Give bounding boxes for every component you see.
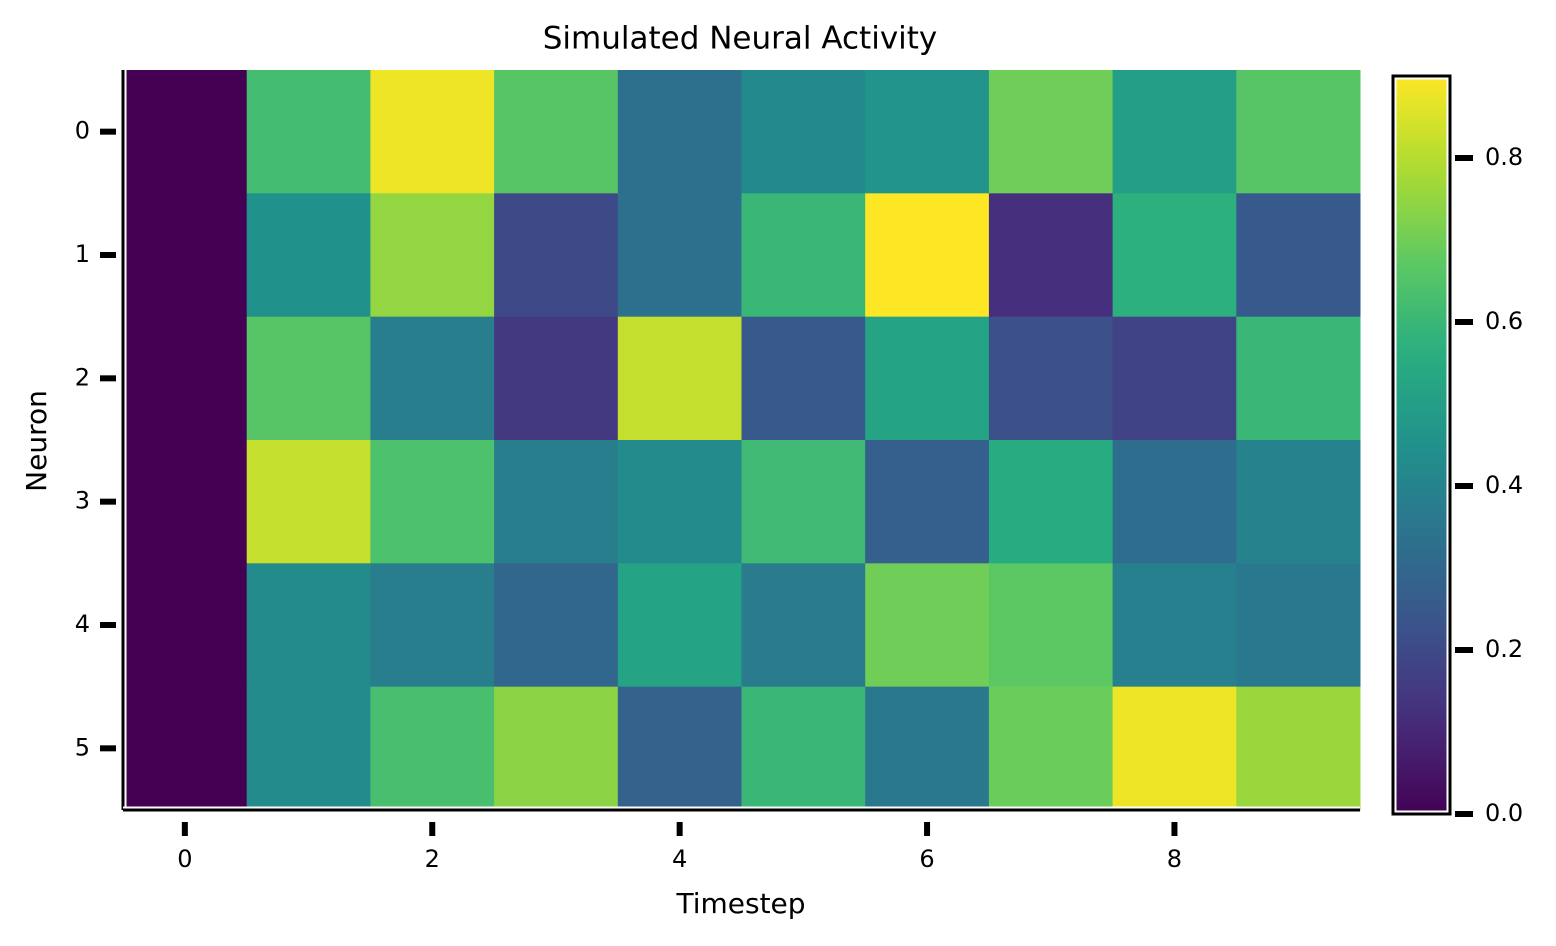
x-tick-label: 4 xyxy=(672,845,687,873)
heatmap-cell xyxy=(246,70,371,194)
heatmap-cell xyxy=(865,70,990,194)
heatmap-cell xyxy=(123,70,248,194)
x-axis-label: Timestep xyxy=(675,887,805,920)
heatmap-cell xyxy=(1236,70,1361,194)
heatmap-cell xyxy=(988,440,1114,564)
heatmap-cell xyxy=(494,686,619,811)
heatmap-cell xyxy=(246,563,371,688)
heatmap-cell xyxy=(246,440,371,564)
heatmap-cell xyxy=(1112,563,1237,688)
heatmap-cell xyxy=(370,686,495,811)
heatmap-cell xyxy=(617,70,742,194)
heatmap-cell xyxy=(1112,316,1237,441)
colorbar-tick-label: 0.6 xyxy=(1485,307,1523,335)
heatmap-cell xyxy=(741,686,866,811)
heatmap-cell xyxy=(1236,686,1361,811)
y-tick-label: 3 xyxy=(75,487,90,515)
x-tick-label: 8 xyxy=(1167,845,1182,873)
heatmap-cell xyxy=(741,316,866,441)
heatmap-cell xyxy=(617,193,742,318)
colorbar-tick-label: 0.0 xyxy=(1485,799,1523,827)
colorbar-tick-label: 0.2 xyxy=(1485,635,1523,663)
heatmap-cell xyxy=(123,563,248,688)
heatmap-cell xyxy=(123,440,248,564)
y-tick-label: 1 xyxy=(75,240,90,268)
heatmap-cell xyxy=(1236,316,1361,441)
heatmap-cell xyxy=(865,686,990,811)
x-tick-label: 0 xyxy=(177,845,192,873)
heatmap-cell xyxy=(617,440,742,564)
heatmap-cell xyxy=(370,563,495,688)
heatmap-cell xyxy=(617,563,742,688)
x-tick-label: 2 xyxy=(425,845,440,873)
y-tick-label: 2 xyxy=(75,363,90,391)
heatmap-cell xyxy=(988,563,1114,688)
heatmap-cell xyxy=(617,316,742,441)
heatmap-cell xyxy=(865,440,990,564)
chart-title: Simulated Neural Activity xyxy=(543,21,938,57)
heatmap-cell xyxy=(741,193,866,318)
y-tick-label: 5 xyxy=(75,733,90,761)
heatmap-cell xyxy=(494,193,619,318)
heatmap-cell xyxy=(1112,193,1237,318)
x-tick-label: 6 xyxy=(919,845,934,873)
heatmap-cell xyxy=(741,563,866,688)
heatmap-cell xyxy=(741,440,866,564)
heatmap-cell xyxy=(1112,686,1237,811)
colorbar-tick-label: 0.4 xyxy=(1485,471,1523,499)
heatmap-cell xyxy=(246,686,371,811)
heatmap-cell xyxy=(494,563,619,688)
heatmap-cell xyxy=(370,70,495,194)
y-axis-label: Neuron xyxy=(20,390,53,492)
heatmap-cell xyxy=(123,686,248,811)
heatmap-cell xyxy=(865,563,990,688)
heatmap-cell xyxy=(988,316,1114,441)
heatmap-cell xyxy=(494,440,619,564)
heatmap-cell xyxy=(988,193,1114,318)
heatmap-cell xyxy=(494,70,619,194)
heatmap-cell xyxy=(1236,440,1361,564)
heatmap-cell xyxy=(988,686,1114,811)
y-tick-label: 0 xyxy=(75,117,90,145)
heatmap-cell xyxy=(865,193,990,318)
heatmap-cell xyxy=(370,440,495,564)
heatmap-cell xyxy=(370,193,495,318)
heatmap-cell xyxy=(246,193,371,318)
heatmap-cell xyxy=(370,316,495,441)
heatmap-cell xyxy=(123,316,248,441)
colorbar xyxy=(1389,72,1454,818)
heatmap-cell xyxy=(1112,70,1237,194)
colorbar-frame xyxy=(1391,74,1452,816)
heatmap-cell xyxy=(494,316,619,441)
heatmap-cell xyxy=(1236,563,1361,688)
colorbar-tick-label: 0.8 xyxy=(1485,143,1523,171)
heatmap-cell xyxy=(1236,193,1361,318)
heatmap-cell xyxy=(1112,440,1237,564)
heatmap-cell xyxy=(246,316,371,441)
heatmap-cell xyxy=(123,193,248,318)
y-tick-label: 4 xyxy=(75,610,90,638)
heatmap-cell xyxy=(865,316,990,441)
heatmap-cell xyxy=(988,70,1114,194)
heatmap-cell xyxy=(617,686,742,811)
heatmap-cell xyxy=(741,70,866,194)
